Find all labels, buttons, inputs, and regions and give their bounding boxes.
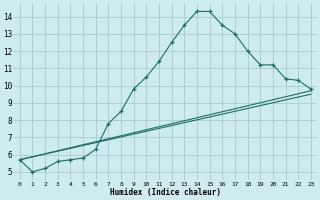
X-axis label: Humidex (Indice chaleur): Humidex (Indice chaleur): [110, 188, 221, 197]
